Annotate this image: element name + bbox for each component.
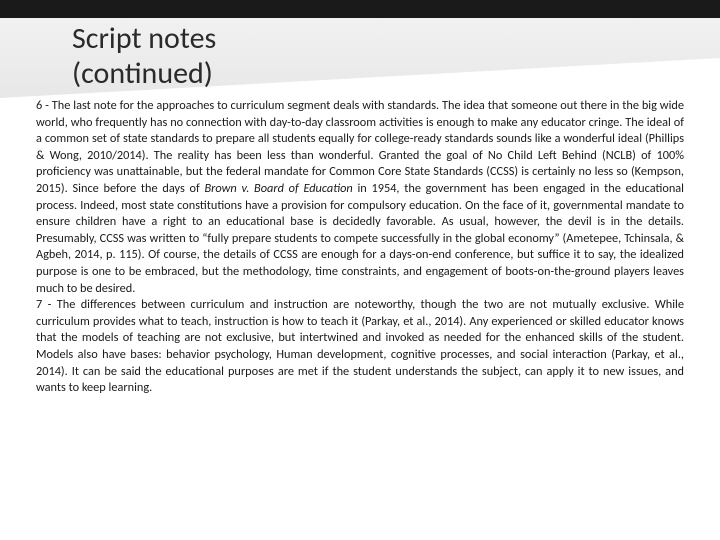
body-text-block: 6 - The last note for the approaches to …: [36, 98, 684, 397]
paragraph-6: 6 - The last note for the approaches to …: [36, 98, 684, 297]
top-black-bar: [0, 0, 720, 18]
title-line1: Script notes: [72, 20, 216, 57]
title-line2: (continued): [72, 55, 213, 92]
paragraph-7: 7 - The differences between curriculum a…: [36, 297, 684, 397]
slide-title: Script notes (continued): [72, 22, 216, 91]
